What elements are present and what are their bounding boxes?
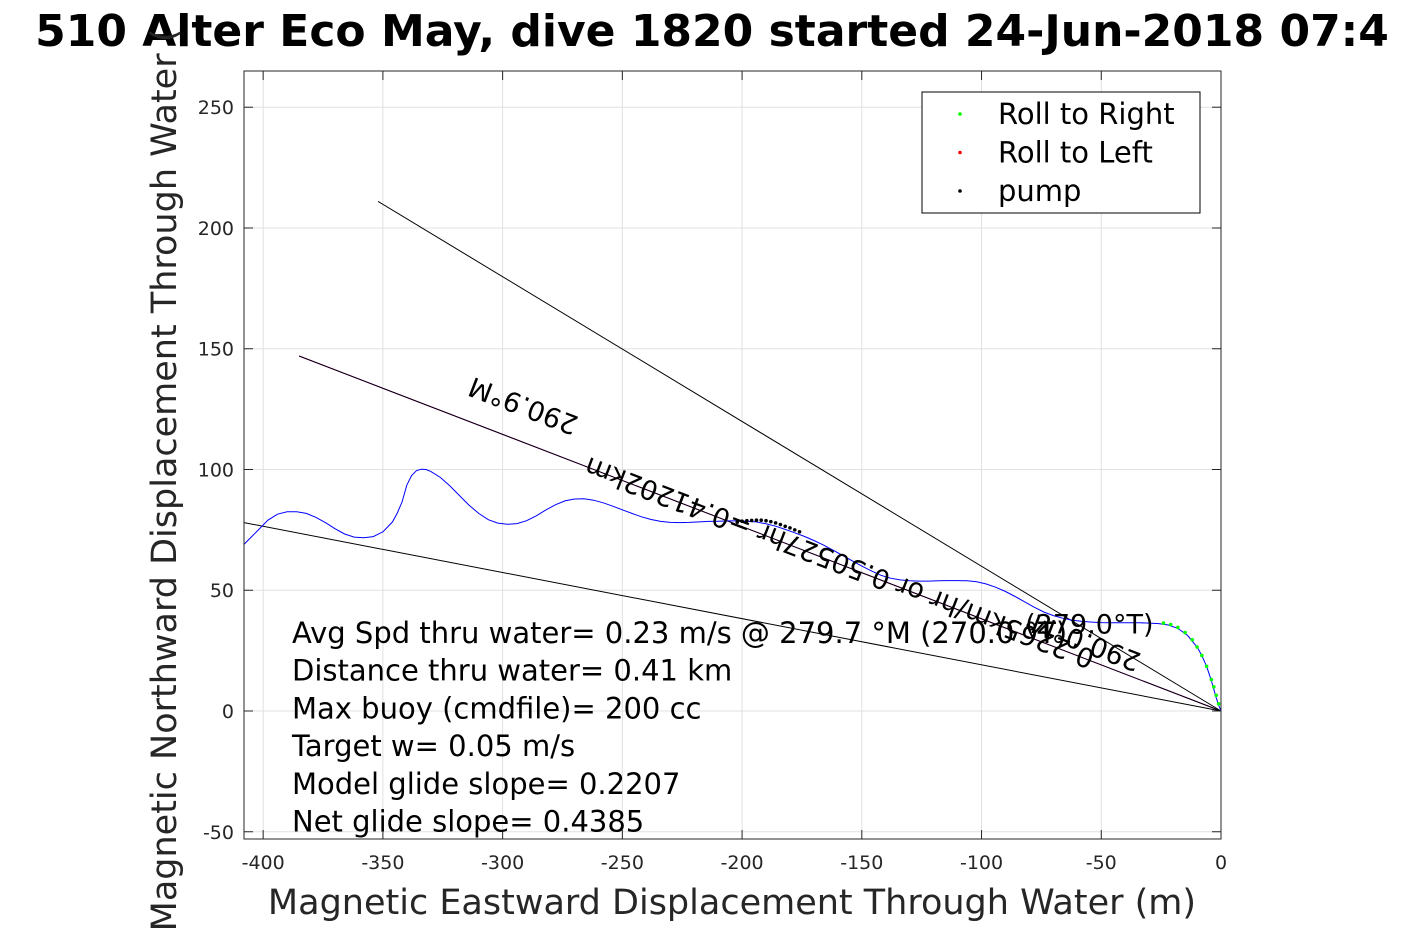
legend-label: Roll to Right <box>998 97 1175 131</box>
stats-line: Avg Spd thru water= 0.23 m/s @ 279.7 °M … <box>292 616 1067 650</box>
chart-title: 510 Alter Eco May, dive 1820 started 24-… <box>35 6 1389 57</box>
x-axis-label: Magnetic Eastward Displacement Through W… <box>268 883 1196 923</box>
legend-marker <box>958 189 962 193</box>
series-1-point <box>754 518 759 523</box>
series-2-point <box>1204 664 1209 669</box>
stats-line: Net glide slope= 0.4385 <box>292 805 644 839</box>
series-0-line <box>243 468 1222 712</box>
series-1-point <box>792 528 797 532</box>
series-1-point <box>749 518 754 523</box>
plot-markers <box>735 518 1221 706</box>
reference-line-upper-heading-line <box>377 200 1222 712</box>
y-tick-label: 50 <box>210 580 234 602</box>
legend-label: pump <box>998 174 1081 208</box>
reference-line-black-track-parallel <box>298 355 1222 712</box>
plot-lines <box>243 200 1222 712</box>
series-2-point <box>1168 622 1173 627</box>
series-2-point <box>1216 701 1221 706</box>
legend-marker <box>958 112 962 116</box>
series-1-point <box>764 518 768 523</box>
legend-box <box>921 91 1201 214</box>
series-1-point <box>735 520 740 524</box>
stats-line: Distance thru water= 0.41 km <box>292 654 732 688</box>
stats-line: Max buoy (cmdfile)= 200 cc <box>292 691 701 725</box>
series-2-point <box>1195 645 1199 649</box>
x-tick-label: -400 <box>242 852 285 874</box>
y-tick-label: 200 <box>198 218 234 240</box>
series-2-point <box>1214 693 1219 698</box>
plot-frame <box>243 70 1222 840</box>
annotation-3: (279.0°T) <box>1025 610 1153 641</box>
series-1-point <box>783 524 787 529</box>
series-1-point <box>797 530 802 534</box>
legend-marker <box>958 150 962 155</box>
axis-ticks: -400 -350 -300 -250 -200 -150 -100 -50 0 -50 0 50 10… <box>198 71 1227 874</box>
x-tick-label: -50 <box>1086 852 1117 874</box>
series-2-point <box>1190 637 1195 642</box>
legend: Roll to Right Roll to Left pump <box>921 91 1201 214</box>
x-tick-label: -200 <box>721 852 764 874</box>
x-tick-label: -250 <box>601 852 644 874</box>
y-tick-label: 250 <box>198 97 234 119</box>
y-tick-label: 100 <box>198 459 234 481</box>
stats-text-block: Avg Spd thru water= 0.23 m/s @ 279.7 °M … <box>291 616 1067 839</box>
x-tick-label: 0 <box>1215 852 1227 874</box>
series-2-point <box>1183 630 1187 635</box>
y-axis-label: Magnetic Northward Displacement Through … <box>145 29 185 932</box>
series-1-point <box>778 522 783 527</box>
stats-line: Target w= 0.05 m/s <box>291 729 575 763</box>
series-2-point <box>1200 653 1204 658</box>
x-tick-label: -300 <box>481 852 524 874</box>
series-1-point <box>740 519 744 523</box>
series-2-point <box>1212 685 1216 689</box>
x-tick-label: -100 <box>960 852 1003 874</box>
series-2-point <box>1161 621 1166 625</box>
reference-line-lower-heading-line <box>243 522 1222 712</box>
y-tick-label: 0 <box>222 701 234 723</box>
y-tick-label: 150 <box>198 339 234 361</box>
series-1-point <box>769 519 773 524</box>
series-1-point <box>788 526 792 530</box>
stats-line: Model glide slope= 0.2207 <box>292 767 680 801</box>
y-tick-label: -50 <box>203 822 234 844</box>
series-1-point <box>745 518 749 523</box>
legend-label: Roll to Left <box>998 136 1153 170</box>
x-tick-label: -350 <box>361 852 404 874</box>
x-tick-label: -150 <box>840 852 883 874</box>
series-1-point <box>759 518 764 523</box>
series-2-point <box>1209 677 1214 682</box>
series-1-point <box>773 521 778 525</box>
series-2-point <box>1176 625 1180 630</box>
